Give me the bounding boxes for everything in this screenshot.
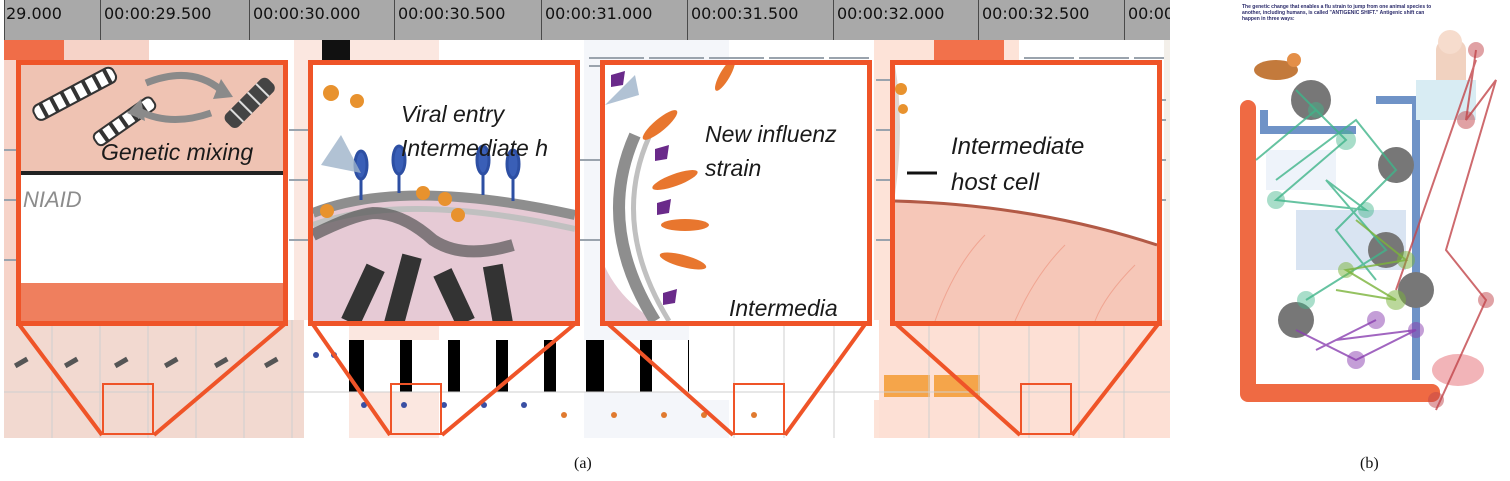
selection-box[interactable]	[1020, 383, 1072, 435]
selection-box[interactable]	[390, 383, 442, 435]
magnifier-genetic-mixing[interactable]: Genetic mixing NIAID	[16, 60, 288, 326]
host-cell-illustration	[895, 65, 1157, 321]
ruler-tick	[100, 0, 101, 40]
magnifier-caption: New influenz strain	[705, 121, 837, 181]
ruler-tick-label: 00:00	[1128, 4, 1170, 23]
magnifier-caption: Intermediate host cell	[951, 133, 1085, 196]
ruler-tick-label: 00:00:30.500	[398, 4, 506, 23]
selection-box[interactable]	[733, 383, 785, 435]
panel-a-caption: (a)	[574, 455, 592, 472]
ruler-tick-label: 00:00:32.000	[837, 4, 945, 23]
infographic-intro: The genetic change that enables a flu st…	[1242, 4, 1432, 22]
ruler-tick-label: 00:00:29.500	[104, 4, 212, 23]
ruler-tick	[394, 0, 395, 40]
ruler-tick	[687, 0, 688, 40]
panel-b: The genetic change that enables a flu st…	[1236, 0, 1506, 412]
ruler-tick-label: 00:00:31.500	[691, 4, 799, 23]
ruler-tick-label: 00:00:30.000	[253, 4, 361, 23]
new-strain-illustration	[605, 65, 867, 321]
magnifier-caption: Genetic mixing	[101, 139, 254, 165]
viral-entry-illustration	[313, 65, 575, 321]
ruler-tick	[249, 0, 250, 40]
ruler-tick-label: 00:00:32.500	[982, 4, 1090, 23]
magnifier-subcaption: NIAID	[23, 187, 82, 212]
genetic-mixing-illustration	[21, 65, 283, 321]
panel-b-caption: (b)	[1360, 455, 1379, 472]
magnifier-new-strain[interactable]: New influenz strain Intermedia	[600, 60, 872, 326]
ruler-tick	[833, 0, 834, 40]
ruler-tick	[978, 0, 979, 40]
magnifier-caption: Viral entry Intermediate h	[401, 101, 549, 161]
panel-a: 29.000 00:00:29.500 00:00:30.000 00:00:3…	[4, 0, 1170, 438]
magnifier-host-cell[interactable]: Intermediate host cell	[890, 60, 1162, 326]
selection-box[interactable]	[102, 383, 154, 435]
ruler-tick	[4, 0, 5, 40]
ruler-tick	[541, 0, 542, 40]
ruler-tick-label: 29.000	[6, 4, 62, 23]
magnifier-viral-entry[interactable]: Viral entry Intermediate h	[308, 60, 580, 326]
antigenic-shift-infographic	[1240, 30, 1497, 411]
magnifier-connectors	[16, 321, 1161, 437]
magnifier-subcaption: Intermedia	[729, 295, 838, 321]
ruler-tick	[1124, 0, 1125, 40]
timeline-ruler[interactable]: 29.000 00:00:29.500 00:00:30.000 00:00:3…	[4, 0, 1170, 40]
ruler-tick-label: 00:00:31.000	[545, 4, 653, 23]
